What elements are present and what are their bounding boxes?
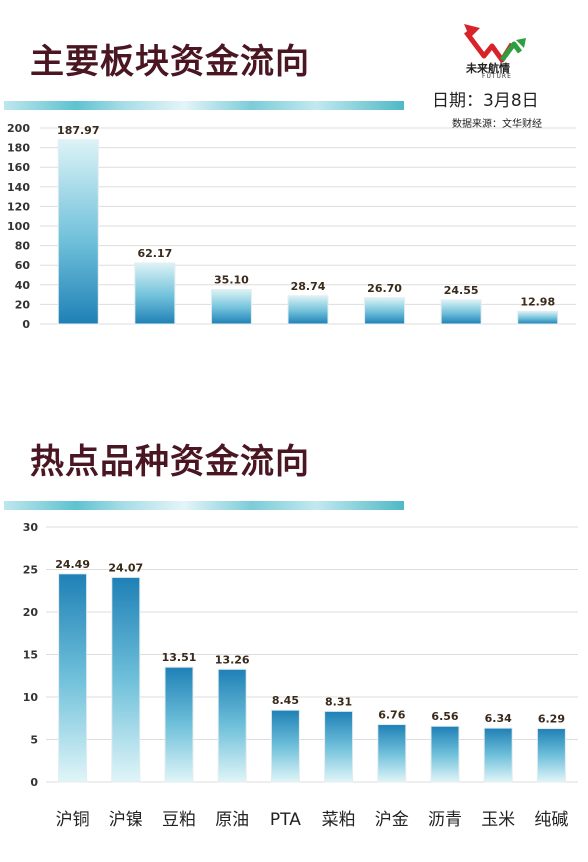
category-label: 沪镍 bbox=[109, 810, 143, 830]
bar bbox=[57, 139, 99, 325]
category-label: 玉米 bbox=[481, 810, 515, 830]
bar bbox=[324, 710, 354, 783]
data-label: 6.56 bbox=[431, 710, 458, 723]
bar bbox=[210, 289, 252, 325]
category-label: 原油 bbox=[215, 810, 249, 830]
y-tick-label: 0 bbox=[30, 776, 38, 789]
bar bbox=[164, 666, 194, 783]
y-tick-label: 60 bbox=[15, 259, 31, 272]
commodity-bar-chart: 0 5 10 15 20 25 30 24.49 沪铜 24.07 沪镍 13.51 豆粕 13.26 原油… bbox=[23, 521, 578, 830]
y-tick-label: 180 bbox=[7, 142, 30, 155]
bar bbox=[58, 573, 88, 783]
bar bbox=[430, 725, 460, 783]
data-label: 12.98 bbox=[520, 295, 555, 308]
sector-bar-chart: 020406080100120140160180200187.97文华商品62.… bbox=[7, 122, 576, 386]
y-tick-label: 15 bbox=[23, 649, 38, 662]
y-tick-label: 120 bbox=[7, 200, 30, 213]
y-tick-label: 140 bbox=[7, 181, 30, 194]
data-label: 26.70 bbox=[367, 282, 402, 295]
logo-subtext: FUTURE bbox=[482, 73, 512, 80]
title-underline-stripe bbox=[4, 501, 404, 510]
y-tick-label: 20 bbox=[23, 606, 39, 619]
bar bbox=[440, 299, 482, 325]
data-label: 13.51 bbox=[162, 651, 197, 664]
bar bbox=[517, 310, 559, 325]
data-label: 35.10 bbox=[214, 274, 249, 287]
source-label: 数据来源：文华财经 bbox=[452, 119, 542, 130]
y-tick-label: 200 bbox=[7, 122, 30, 135]
chart-title: 主要板块资金流向 bbox=[30, 42, 310, 82]
bar bbox=[270, 709, 300, 783]
y-tick-label: 100 bbox=[7, 220, 30, 233]
bar bbox=[364, 297, 406, 325]
y-tick-label: 10 bbox=[23, 691, 39, 704]
category-label: 菜粕 bbox=[322, 810, 356, 830]
bar bbox=[134, 262, 176, 325]
title-underline-stripe bbox=[4, 101, 404, 110]
bar bbox=[483, 727, 513, 783]
bar bbox=[377, 724, 407, 783]
y-tick-label: 0 bbox=[22, 318, 30, 331]
data-label: 62.17 bbox=[137, 247, 172, 260]
y-tick-label: 5 bbox=[30, 734, 38, 747]
data-label: 24.07 bbox=[108, 561, 143, 574]
data-label: 24.55 bbox=[444, 284, 479, 297]
logo-text: 未来航情 bbox=[466, 62, 510, 75]
category-label: 沪金 bbox=[375, 810, 409, 830]
y-tick-label: 30 bbox=[23, 521, 39, 534]
data-label: 24.49 bbox=[55, 558, 90, 571]
data-label: 28.74 bbox=[291, 280, 326, 293]
category-label: 沥青 bbox=[428, 810, 462, 830]
y-tick-label: 20 bbox=[15, 298, 31, 311]
category-label: 沪铜 bbox=[56, 810, 90, 830]
data-label: 8.31 bbox=[325, 695, 352, 708]
bar bbox=[111, 576, 141, 783]
hot-commodity-panel: 热点品种资金流向 0 5 10 15 20 25 30 24.49 沪铜 24.07 沪镍 13.51… bbox=[0, 350, 588, 862]
y-tick-label: 25 bbox=[23, 564, 38, 577]
y-tick-label: 160 bbox=[7, 161, 30, 174]
chart-title: 热点品种资金流向 bbox=[30, 442, 310, 482]
bar bbox=[217, 668, 247, 783]
category-label: PTA bbox=[270, 810, 301, 830]
bar bbox=[536, 728, 566, 783]
data-label: 8.45 bbox=[272, 694, 299, 707]
category-label: 豆粕 bbox=[162, 810, 196, 830]
category-label: 纯碱 bbox=[534, 810, 568, 830]
data-label: 6.34 bbox=[485, 712, 512, 725]
logo-arrow-icon bbox=[464, 24, 526, 63]
data-label: 187.97 bbox=[57, 124, 99, 137]
date-label: 日期：3月8日 bbox=[432, 91, 539, 111]
bar bbox=[287, 295, 329, 325]
data-label: 6.29 bbox=[538, 713, 565, 726]
y-tick-label: 40 bbox=[15, 279, 31, 292]
sector-flow-panel: 主要板块资金流向 未来航情 FUTURE 日期：3月8日 数据来源：文华财经 0… bbox=[0, 0, 588, 386]
y-tick-label: 80 bbox=[15, 240, 31, 253]
data-label: 13.26 bbox=[215, 653, 250, 666]
data-label: 6.76 bbox=[378, 709, 405, 722]
